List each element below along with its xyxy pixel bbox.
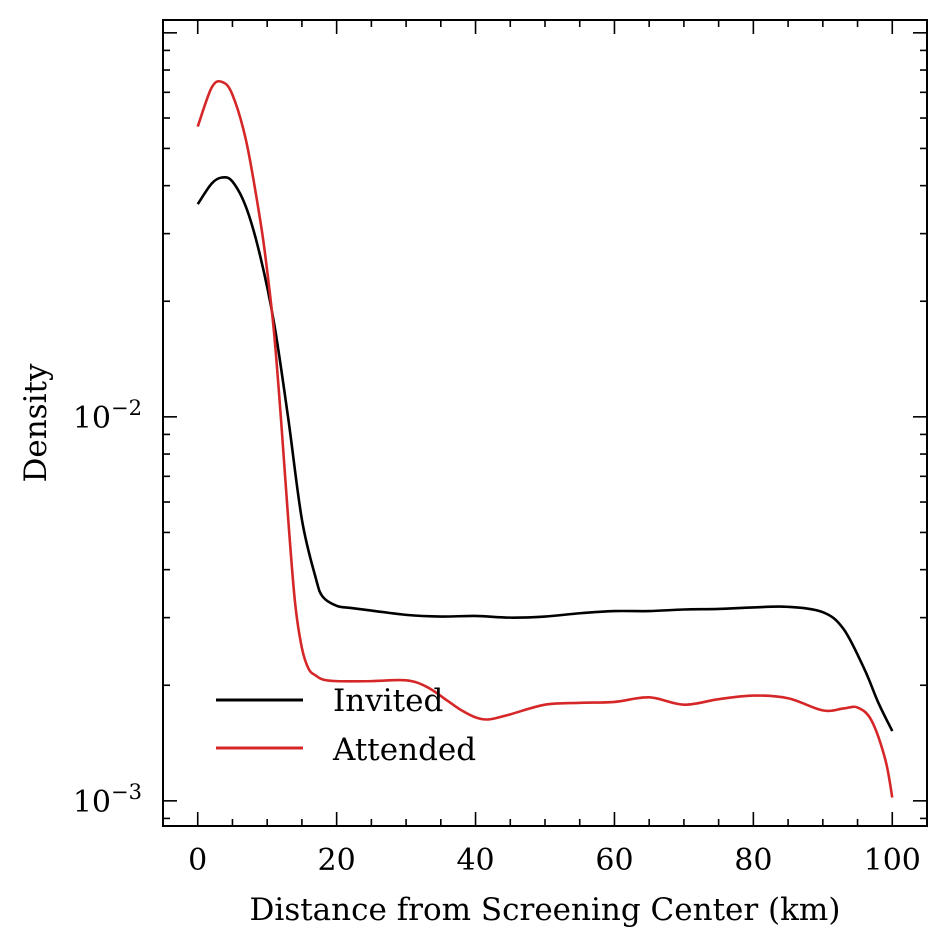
x-tick-label: 80: [734, 843, 772, 878]
series-line-attended: [196, 79, 894, 798]
x-tick-labels: 0 20 40 60 80 100: [188, 843, 921, 878]
legend-label-attended: Attended: [332, 732, 476, 768]
x-tick-label: 100: [864, 843, 921, 878]
x-tick-label: 40: [456, 843, 494, 878]
y-axis-label: Density: [18, 363, 54, 482]
x-tick-label: 0: [188, 843, 207, 878]
legend: Invited Attended: [216, 683, 476, 768]
x-axis-label: Distance from Screening Center (km): [250, 892, 841, 928]
y-tick-label: 10−2: [73, 396, 142, 436]
series-line-invited: [196, 175, 894, 732]
axis-ticks: [163, 20, 927, 826]
x-tick-label: 60: [595, 843, 633, 878]
y-tick-label: 10−3: [73, 780, 142, 820]
y-tick-labels: 10−2 10−3: [73, 396, 142, 820]
series-layer: [196, 79, 894, 798]
x-tick-label: 20: [318, 843, 356, 878]
legend-label-invited: Invited: [333, 683, 443, 719]
